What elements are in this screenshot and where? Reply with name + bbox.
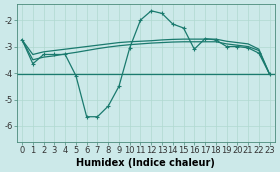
X-axis label: Humidex (Indice chaleur): Humidex (Indice chaleur) xyxy=(76,158,215,168)
